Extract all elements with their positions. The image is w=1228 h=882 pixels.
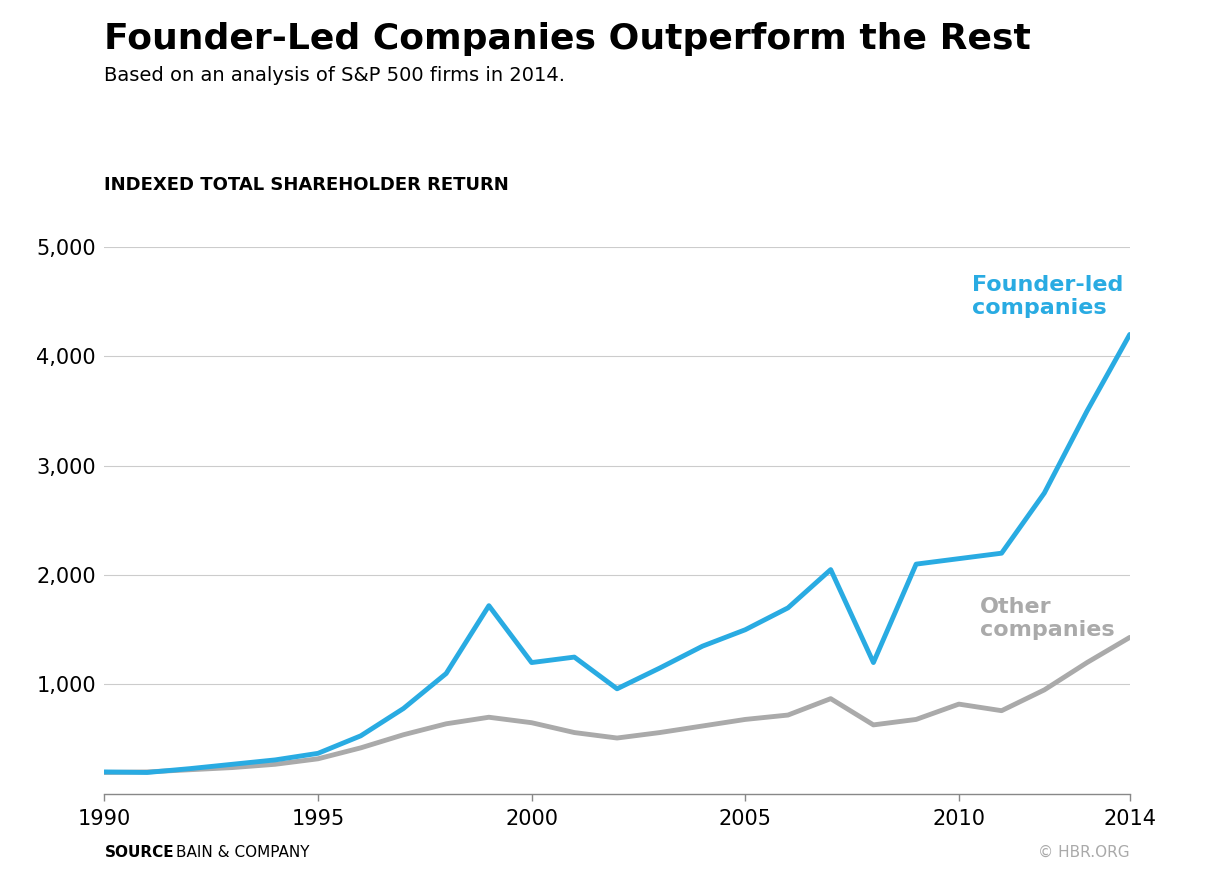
Text: BAIN & COMPANY: BAIN & COMPANY bbox=[176, 845, 309, 860]
Text: Other
companies: Other companies bbox=[980, 597, 1115, 640]
Text: © HBR.ORG: © HBR.ORG bbox=[1038, 845, 1130, 860]
Text: INDEXED TOTAL SHAREHOLDER RETURN: INDEXED TOTAL SHAREHOLDER RETURN bbox=[104, 176, 510, 194]
Text: SOURCE: SOURCE bbox=[104, 845, 174, 860]
Text: Founder-led
companies: Founder-led companies bbox=[971, 274, 1124, 318]
Text: Based on an analysis of S&P 500 firms in 2014.: Based on an analysis of S&P 500 firms in… bbox=[104, 66, 565, 86]
Text: Founder-Led Companies Outperform the Rest: Founder-Led Companies Outperform the Res… bbox=[104, 22, 1032, 56]
